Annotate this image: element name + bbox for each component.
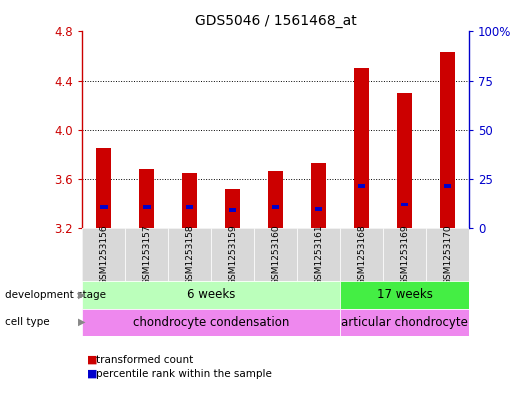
Bar <box>440 52 455 228</box>
Text: GSM1253168: GSM1253168 <box>357 224 366 285</box>
Bar <box>340 281 469 309</box>
Bar <box>82 309 340 336</box>
Text: GSM1253169: GSM1253169 <box>400 224 409 285</box>
Bar <box>354 68 369 228</box>
Text: 6 weeks: 6 weeks <box>187 288 235 301</box>
Bar <box>397 93 412 228</box>
Bar <box>143 206 151 209</box>
Bar <box>272 206 279 209</box>
Bar <box>401 202 409 206</box>
Bar <box>182 173 197 228</box>
Text: ■: ■ <box>87 354 98 365</box>
Text: 17 weeks: 17 weeks <box>377 288 432 301</box>
Bar <box>96 148 111 228</box>
Text: percentile rank within the sample: percentile rank within the sample <box>96 369 272 379</box>
Text: GSM1253158: GSM1253158 <box>185 224 194 285</box>
Bar <box>225 189 240 228</box>
Bar <box>383 228 426 281</box>
Bar <box>211 228 254 281</box>
Text: GSM1253156: GSM1253156 <box>99 224 108 285</box>
Text: GSM1253170: GSM1253170 <box>443 224 452 285</box>
Text: cell type: cell type <box>5 317 50 327</box>
Bar <box>315 208 322 211</box>
Bar <box>426 228 469 281</box>
Bar <box>444 184 452 187</box>
Bar <box>311 163 326 228</box>
Bar <box>168 228 211 281</box>
Text: GSM1253161: GSM1253161 <box>314 224 323 285</box>
Bar <box>229 208 236 212</box>
Bar <box>297 228 340 281</box>
Text: development stage: development stage <box>5 290 107 300</box>
Bar <box>100 206 108 209</box>
Text: GSM1253159: GSM1253159 <box>228 224 237 285</box>
Text: articular chondrocyte: articular chondrocyte <box>341 316 468 329</box>
Text: ▶: ▶ <box>78 317 86 327</box>
Bar <box>340 309 469 336</box>
Bar <box>82 281 340 309</box>
Text: transformed count: transformed count <box>96 354 193 365</box>
Text: GSM1253157: GSM1253157 <box>142 224 151 285</box>
Title: GDS5046 / 1561468_at: GDS5046 / 1561468_at <box>195 14 357 28</box>
Text: chondrocyte condensation: chondrocyte condensation <box>133 316 289 329</box>
Bar <box>358 184 366 187</box>
Bar <box>186 206 193 209</box>
Text: GSM1253160: GSM1253160 <box>271 224 280 285</box>
Bar <box>125 228 168 281</box>
Text: ▶: ▶ <box>78 290 86 300</box>
Bar <box>139 169 154 228</box>
Bar <box>254 228 297 281</box>
Bar <box>268 171 283 228</box>
Bar <box>82 228 125 281</box>
Text: ■: ■ <box>87 369 98 379</box>
Bar <box>340 228 383 281</box>
